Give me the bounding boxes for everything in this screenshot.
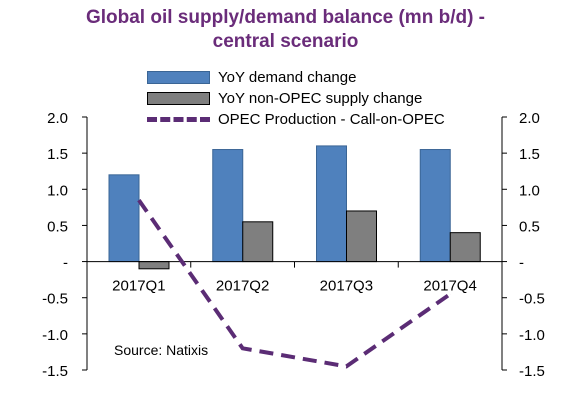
chart-title-line-2: central scenario bbox=[212, 31, 359, 52]
legend-swatch-demand bbox=[147, 71, 210, 84]
legend-item-demand: YoY demand change bbox=[147, 67, 445, 88]
legend-item-opec: OPEC Production - Call-on-OPEC bbox=[147, 109, 445, 130]
y-tick-label-right: 1.5 bbox=[519, 146, 540, 163]
y-tick-label-right: -0.5 bbox=[519, 291, 545, 308]
legend-label-supply: YoY non-OPEC supply change bbox=[218, 90, 423, 107]
y-tick-label-right: -1.5 bbox=[519, 363, 545, 380]
y-tick-label-left: - bbox=[63, 255, 68, 272]
y-tick-label-left: 0.5 bbox=[47, 218, 68, 235]
x-tick-label: 2017Q1 bbox=[112, 278, 165, 295]
bar-supply-2017Q3 bbox=[346, 210, 377, 263]
y-tick-label-left: -1.0 bbox=[42, 327, 68, 344]
y-tick-label-right: -1.0 bbox=[519, 327, 545, 344]
y-tick-label-left: 1.0 bbox=[47, 182, 68, 199]
y-tick-label-right: 1.0 bbox=[519, 182, 540, 199]
y-tick-label-right: 2.0 bbox=[519, 110, 540, 127]
y-tick-label-right: 0.5 bbox=[519, 218, 540, 235]
y-tick-label-right: - bbox=[519, 255, 524, 272]
legend-swatch-opec bbox=[147, 117, 210, 122]
bar-supply-2017Q4 bbox=[449, 232, 481, 263]
y-tick-label-left: 1.5 bbox=[47, 146, 68, 163]
bar-demand-2017Q2 bbox=[212, 149, 244, 263]
series-line-opec bbox=[137, 198, 452, 369]
legend-item-supply: YoY non-OPEC supply change bbox=[147, 88, 445, 109]
bar-demand-2017Q4 bbox=[419, 149, 451, 263]
y-tick-label-left: 2.0 bbox=[47, 110, 68, 127]
legend-label-demand: YoY demand change bbox=[218, 69, 357, 86]
x-tick-label: 2017Q3 bbox=[320, 278, 373, 295]
bar-supply-2017Q2 bbox=[242, 221, 274, 263]
chart-title-line-1: Global oil supply/demand balance (mn b/d… bbox=[85, 7, 486, 28]
legend-swatch-supply bbox=[147, 92, 210, 105]
x-tick-label: 2017Q4 bbox=[423, 278, 476, 295]
chart-title: Global oil supply/demand balance (mn b/d… bbox=[0, 6, 571, 54]
x-tick-label: 2017Q2 bbox=[216, 278, 269, 295]
chart-legend: YoY demand change YoY non-OPEC supply ch… bbox=[147, 67, 445, 130]
y-tick-label-left: -0.5 bbox=[42, 291, 68, 308]
bar-supply-2017Q1 bbox=[138, 261, 170, 270]
bar-demand-2017Q1 bbox=[108, 174, 140, 263]
bar-demand-2017Q3 bbox=[316, 145, 347, 263]
legend-label-opec: OPEC Production - Call-on-OPEC bbox=[218, 111, 445, 128]
source-annotation: Source: Natixis bbox=[114, 342, 209, 358]
y-tick-label-left: -1.5 bbox=[42, 363, 68, 380]
